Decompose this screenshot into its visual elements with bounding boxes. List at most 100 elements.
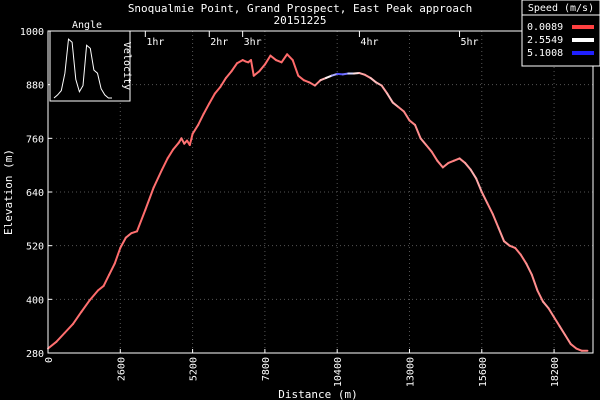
elevation-segment [380, 84, 389, 95]
elevation-segment [258, 63, 266, 73]
elevation-segment [188, 132, 194, 147]
elevation-segment [119, 236, 127, 249]
elevation-segment [514, 246, 522, 256]
elevation-segment [491, 213, 500, 229]
elevation-segment [197, 112, 205, 126]
elevation-segment [419, 137, 428, 147]
y-tick-label: 640 [26, 188, 44, 199]
legend-title: Speed (m/s) [528, 3, 594, 14]
legend-swatch [572, 51, 594, 55]
elevation-series [47, 53, 589, 352]
x-tick-label: 13000 [405, 357, 416, 387]
legend-entry-label: 5.1008 [527, 48, 563, 59]
elevation-segment [297, 74, 305, 82]
legend-swatch [572, 25, 594, 29]
elevation-segment [161, 157, 169, 171]
x-tick-label: 15600 [478, 357, 489, 387]
elevation-segment [263, 54, 272, 66]
elevation-segment [464, 161, 472, 171]
inset-angle-curve [53, 38, 112, 99]
y-tick-label: 400 [26, 295, 44, 306]
elevation-segment [414, 123, 422, 140]
elevation-segment [291, 59, 300, 77]
elevation-segment [525, 262, 533, 276]
elevation-segment [144, 186, 155, 211]
y-tick-label: 1000 [20, 27, 44, 38]
elevation-segment [430, 150, 439, 162]
elevation-segment [55, 331, 66, 343]
elevation-segment [408, 119, 417, 126]
chart-subtitle: 20151225 [274, 14, 327, 27]
legend-entry-label: 2.5549 [527, 35, 563, 46]
elevation-segment [553, 316, 561, 328]
elevation-segment [252, 70, 261, 77]
elevation-segment [530, 273, 539, 292]
elevation-segment [436, 159, 444, 169]
legend-swatch [572, 38, 594, 42]
elevation-segment [202, 102, 211, 115]
x-tick-label: 5200 [189, 357, 200, 381]
elevation-segment [249, 59, 255, 77]
elevation-segment [208, 92, 216, 105]
elevation-segment [280, 53, 289, 64]
elevation-segment [108, 262, 116, 276]
inset-title: Angle [72, 20, 102, 31]
elevation-segment [63, 322, 75, 334]
elevation-segment [152, 168, 164, 189]
time-tick-label: 3hr [244, 37, 262, 48]
elevation-segment [191, 123, 200, 135]
elevation-segment [441, 161, 450, 169]
elevation-segment [124, 232, 133, 239]
x-tick-label: 0 [44, 357, 55, 363]
x-tick-label: 2600 [116, 357, 127, 381]
elevation-segment [113, 246, 122, 265]
x-tick-label: 10400 [333, 357, 344, 387]
elevation-segment [88, 289, 100, 302]
elevation-segment [363, 73, 372, 79]
elevation-segment [313, 79, 322, 87]
x-axis-ticks: 0 2600 5200 7800 10400 13000 15600 18200 [44, 349, 561, 387]
inset-histogram: Angle Velocity [49, 20, 132, 102]
time-tick-label: 4hr [360, 37, 378, 48]
x-axis-label: Distance (m) [278, 388, 357, 400]
elevation-segment [569, 343, 578, 350]
legend: Speed (m/s) 0.0089 2.5549 5.1008 [521, 0, 600, 67]
elevation-segment [425, 144, 433, 153]
time-tick-label: 5hr [461, 37, 479, 48]
chart-title: Snoqualmie Point, Grand Prospect, East P… [128, 2, 472, 15]
elevation-segment [397, 106, 405, 113]
elevation-segment [536, 289, 544, 303]
elevation-segment [391, 101, 400, 109]
elevation-segment [166, 148, 175, 160]
y-axis-label: Elevation (m) [2, 149, 15, 235]
elevation-segment [558, 325, 567, 337]
x-tick-label: 7800 [261, 357, 272, 381]
elevation-segment [213, 85, 222, 95]
elevation-segment [475, 177, 483, 193]
y-tick-label: 280 [26, 349, 44, 360]
inset-right-label: Velocity [121, 42, 132, 90]
elevation-segment [497, 226, 506, 243]
elevation-segment [72, 310, 83, 325]
elevation-segment [480, 191, 489, 205]
time-tick-label: 1hr [146, 37, 164, 48]
x-tick-label: 18200 [550, 357, 561, 387]
elevation-segment [486, 202, 494, 216]
elevation-segment [375, 81, 383, 87]
elevation-segment [236, 59, 244, 65]
elevation-segment [97, 284, 105, 292]
y-tick-label: 520 [26, 242, 44, 253]
elevation-segment [135, 208, 147, 233]
y-tick-label: 760 [26, 134, 44, 145]
elevation-segment [386, 92, 394, 104]
elevation-segment [47, 340, 58, 350]
elevation-segment [547, 307, 556, 319]
elevation-segment [369, 76, 378, 84]
elevation-segment [469, 168, 478, 180]
elevation-segment [172, 141, 180, 151]
legend-entry-label: 0.0089 [527, 22, 563, 33]
elevation-segment [402, 110, 411, 122]
elevation-segment [269, 54, 278, 62]
elevation-segment [230, 62, 239, 73]
